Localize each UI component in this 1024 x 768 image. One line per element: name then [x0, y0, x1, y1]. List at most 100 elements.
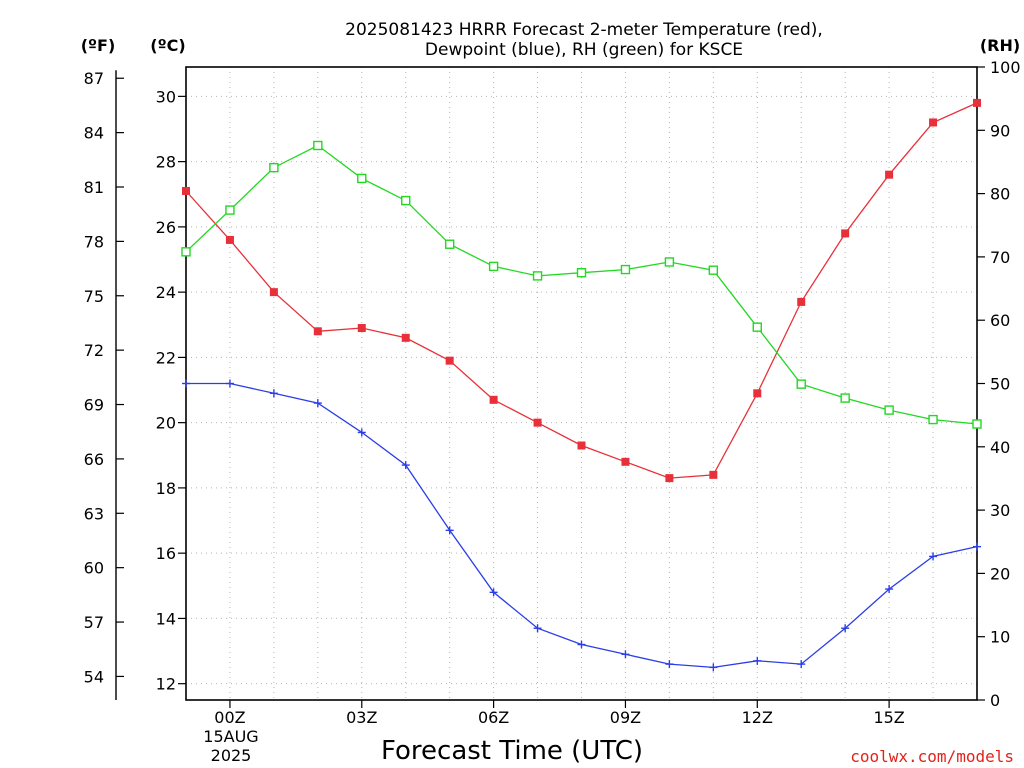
x-tick-label: 00Z: [214, 708, 245, 727]
celsius-tick-label: 20: [156, 414, 176, 433]
temperature-point: [225, 235, 234, 244]
temperature-point: [489, 395, 498, 404]
temperature-point: [182, 186, 190, 195]
celsius-tick-label: 22: [156, 348, 176, 367]
celsius-tick-label: 28: [156, 153, 176, 172]
rh-tick-label: 0: [990, 691, 1000, 710]
dewpoint-point: [885, 585, 894, 594]
x-tick-label: 09Z: [610, 708, 641, 727]
fahrenheit-tick-label: 66: [84, 450, 104, 469]
rh-tick-label: 100: [990, 58, 1021, 77]
fahrenheit-tick-label: 72: [84, 341, 104, 360]
rh-point: [488, 261, 499, 272]
fahrenheit-tick-label: 57: [84, 613, 104, 632]
dewpoint-point: [709, 663, 718, 672]
rh-point: [181, 247, 191, 257]
temperature-series-line: [185, 102, 978, 479]
dewpoint-point: [357, 428, 366, 437]
celsius-tick-label: 26: [156, 218, 176, 237]
rh-point: [313, 140, 323, 151]
temperature-point: [577, 441, 586, 450]
dewpoint-point: [533, 624, 542, 633]
temperature-point: [841, 229, 850, 238]
fahrenheit-tick-label: 87: [84, 69, 104, 88]
rh-point: [840, 393, 850, 403]
temperature-point: [357, 324, 366, 333]
celsius-tick-label: 12: [156, 675, 176, 694]
x-axis-title: Forecast Time (UTC): [381, 736, 643, 766]
celsius-tick-label: 30: [156, 87, 176, 106]
rh-point: [796, 379, 806, 389]
rh-tick-label: 70: [990, 248, 1010, 267]
x-tick-label: 03Z: [346, 708, 377, 727]
dewpoint-point: [182, 379, 190, 388]
dewpoint-point: [313, 399, 322, 408]
rh-tick-label: 90: [990, 121, 1010, 140]
fahrenheit-tick-label: 81: [84, 178, 104, 197]
rh-point: [884, 405, 894, 415]
dewpoint-point: [973, 542, 981, 551]
rh-point: [225, 205, 235, 215]
x-axis-date-line1: 15AUG: [203, 727, 258, 746]
data-series: [181, 98, 982, 672]
rh-point: [752, 322, 762, 332]
dewpoint-point: [841, 624, 850, 633]
fahrenheit-tick-label: 78: [84, 232, 104, 251]
dewpoint-point: [577, 640, 586, 649]
temperature-point: [753, 389, 762, 398]
rh-tick-label: 60: [990, 311, 1010, 330]
temperature-point: [533, 418, 542, 427]
rh-point: [269, 162, 279, 173]
x-tick-label: 06Z: [478, 708, 509, 727]
dewpoint-point: [225, 379, 234, 388]
celsius-tick-label: 14: [156, 609, 176, 628]
dewpoint-point: [929, 552, 938, 561]
temperature-point: [313, 327, 322, 336]
dewpoint-series-line: [186, 382, 978, 669]
x-axis-date-line2: 2025: [211, 746, 252, 765]
rh-point: [972, 419, 982, 429]
rh-point: [357, 173, 367, 184]
rh-tick-label: 50: [990, 375, 1010, 394]
chart-title-line1: 2025081423 HRRR Forecast 2-meter Tempera…: [345, 20, 823, 40]
rh-point: [444, 239, 455, 249]
rh-tick-label: 80: [990, 185, 1010, 204]
credit-text: coolwx.com/models: [850, 747, 1014, 766]
rh-point: [401, 195, 411, 206]
dewpoint-point: [665, 660, 674, 669]
rh-tick-label: 30: [990, 501, 1010, 520]
dewpoint-point: [621, 650, 630, 659]
fahrenheit-tick-label: 60: [84, 559, 104, 578]
chart-title-line2: Dewpoint (blue), RH (green) for KSCE: [425, 40, 743, 60]
temperature-point: [885, 170, 894, 179]
temperature-point: [709, 470, 718, 479]
rh-point: [928, 414, 938, 425]
x-tick-label: 12Z: [742, 708, 773, 727]
fahrenheit-tick-label: 63: [84, 504, 104, 523]
rh-tick-label: 10: [990, 628, 1010, 647]
dewpoint-point: [489, 588, 498, 597]
rh-unit-label: (RH): [980, 36, 1020, 55]
rh-point: [620, 264, 631, 275]
fahrenheit-tick-label: 75: [84, 287, 104, 306]
temperature-point: [797, 297, 806, 306]
dewpoint-point: [753, 656, 762, 665]
rh-point: [664, 257, 675, 267]
dewpoint-point: [797, 660, 806, 669]
fahrenheit-tick-label: 54: [84, 667, 104, 686]
fahrenheit-tick-label: 84: [84, 124, 104, 143]
dewpoint-point: [269, 389, 278, 398]
fahrenheit-tick-label: 69: [84, 396, 104, 415]
temperature-point: [445, 356, 454, 365]
celsius-tick-label: 16: [156, 544, 176, 563]
temperature-point: [401, 333, 410, 342]
celsius-tick-label: 24: [156, 283, 176, 302]
rh-tick-label: 40: [990, 438, 1010, 457]
rh-point: [576, 268, 587, 278]
dewpoint-point: [445, 526, 454, 535]
rh-point: [708, 265, 719, 275]
temperature-point: [665, 474, 674, 483]
rh-point: [532, 271, 543, 281]
celsius-unit-label: (ºC): [150, 36, 185, 55]
